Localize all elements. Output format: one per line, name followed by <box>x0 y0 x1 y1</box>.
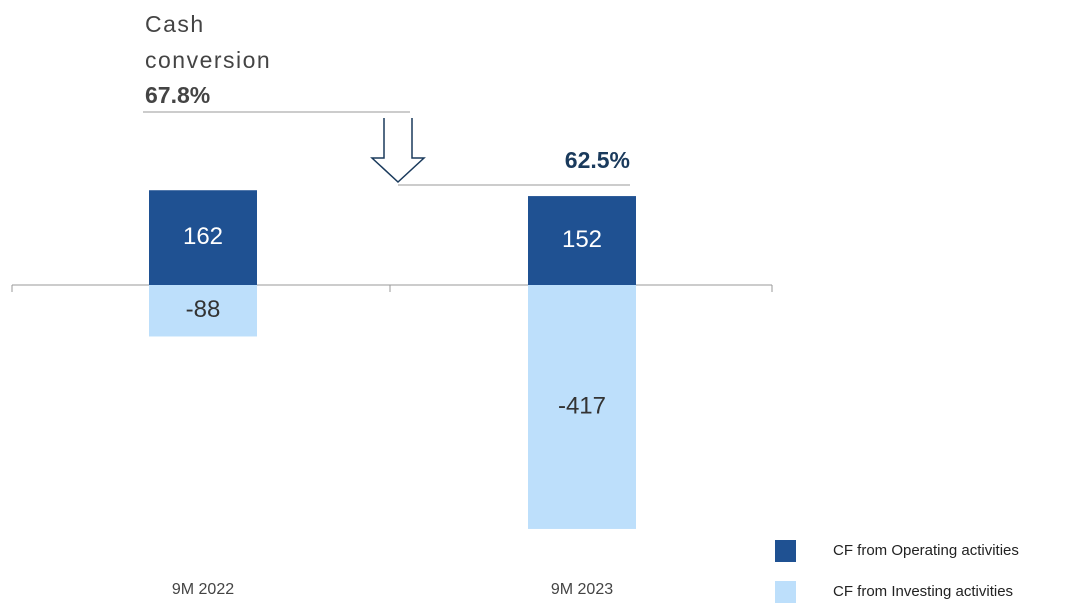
data-label: -417 <box>558 392 606 419</box>
bar <box>528 285 636 529</box>
data-label: 162 <box>183 223 223 250</box>
annotation-value: 62.5% <box>565 147 630 173</box>
data-label: 152 <box>562 226 602 253</box>
x-tick-label: 9M 2023 <box>551 581 613 598</box>
bar <box>149 285 257 337</box>
legend-swatch <box>775 581 796 603</box>
legend-label: CF from Operating activities <box>833 542 1019 559</box>
bar <box>528 196 636 285</box>
legend-swatch <box>775 540 796 562</box>
legend-label: CF from Investing activities <box>833 583 1013 600</box>
annotation-value: 67.8% <box>145 82 210 108</box>
annotation-label: Cash conversion <box>145 11 272 73</box>
down-arrow <box>370 118 426 184</box>
bar <box>149 190 257 285</box>
data-label: -88 <box>186 296 221 323</box>
x-tick-label: 9M 2022 <box>172 581 234 598</box>
